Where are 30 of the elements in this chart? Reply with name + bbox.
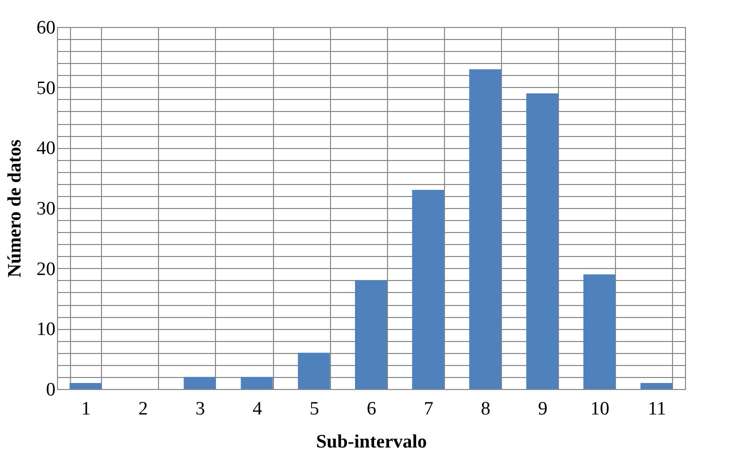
bar xyxy=(298,352,330,389)
x-tick-label: 3 xyxy=(195,398,205,420)
y-tick-label: 60 xyxy=(36,18,56,38)
x-tick-label: 2 xyxy=(138,398,148,420)
x-tick-label: 4 xyxy=(252,398,263,420)
x-tick-label: 5 xyxy=(310,398,320,420)
x-tick-label: 11 xyxy=(648,398,666,420)
x-tick-label: 7 xyxy=(424,398,434,420)
y-tick-label: 10 xyxy=(36,319,56,340)
x-tick-label: 10 xyxy=(590,398,610,420)
bar xyxy=(526,93,558,389)
bar xyxy=(583,274,616,389)
x-tick-label: 6 xyxy=(366,398,376,420)
bar xyxy=(184,376,216,389)
x-tick-label: 8 xyxy=(480,398,490,420)
x-tick-label: 9 xyxy=(538,398,548,420)
bar xyxy=(469,69,502,389)
y-tick-label: 30 xyxy=(36,198,56,220)
y-tick-label: 50 xyxy=(36,78,56,99)
y-axis-title: Número de datos xyxy=(4,140,26,278)
bar xyxy=(355,280,387,389)
x-tick-label: 1 xyxy=(81,398,91,420)
y-tick-label: 20 xyxy=(36,258,56,280)
bar xyxy=(640,382,672,389)
x-axis-title: Sub-intervalo xyxy=(316,432,427,452)
y-tick-label: 40 xyxy=(36,138,56,160)
bar xyxy=(412,190,444,389)
bar xyxy=(70,382,102,389)
y-tick-label: 0 xyxy=(46,380,56,400)
bar xyxy=(240,376,273,389)
